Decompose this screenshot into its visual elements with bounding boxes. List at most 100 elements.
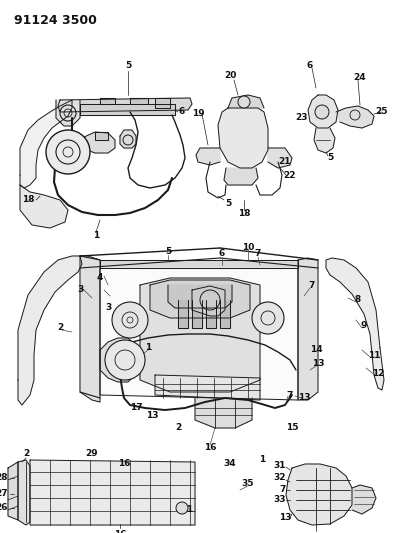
Text: 33: 33 [273,496,286,505]
Text: 34: 34 [224,458,236,467]
Polygon shape [326,258,384,390]
Text: 4: 4 [97,273,103,282]
Circle shape [315,105,329,119]
Polygon shape [150,280,250,318]
Polygon shape [30,460,195,525]
Circle shape [105,340,145,380]
Polygon shape [155,375,260,400]
Text: 1: 1 [186,505,192,514]
Text: 24: 24 [354,72,366,82]
Text: 3: 3 [105,303,111,312]
Text: 1: 1 [93,230,99,239]
Polygon shape [220,300,230,328]
Text: 13: 13 [146,411,158,421]
Text: 3: 3 [77,286,83,295]
Polygon shape [18,256,82,405]
Text: 5: 5 [125,61,131,70]
Text: 1: 1 [145,343,151,352]
Text: 2: 2 [57,324,63,333]
Text: 13: 13 [279,513,292,522]
Text: 10: 10 [242,244,254,253]
Polygon shape [192,286,225,316]
Text: 1: 1 [259,456,265,464]
Text: 7: 7 [255,249,261,259]
Text: 13: 13 [298,393,310,402]
Text: 11: 11 [368,351,380,360]
Circle shape [350,110,360,120]
Text: 7: 7 [309,281,315,290]
Polygon shape [100,338,135,382]
Polygon shape [82,132,115,153]
Polygon shape [206,300,216,328]
Text: 2: 2 [175,424,181,432]
Text: 31: 31 [273,461,286,470]
Text: 13: 13 [312,359,324,368]
Text: 19: 19 [192,109,204,118]
Polygon shape [58,98,192,112]
Polygon shape [95,132,108,140]
Circle shape [46,130,90,174]
Text: 27: 27 [0,489,8,498]
Text: 8: 8 [355,295,361,304]
Polygon shape [8,462,18,520]
Polygon shape [218,108,268,168]
Polygon shape [286,464,352,525]
Text: 21: 21 [278,157,291,166]
Polygon shape [20,100,72,188]
Polygon shape [100,98,115,104]
Text: 5: 5 [225,198,231,207]
Text: 5: 5 [327,154,333,163]
Text: 18: 18 [238,208,250,217]
Polygon shape [195,398,252,428]
Polygon shape [56,100,80,126]
Text: 32: 32 [273,473,286,482]
Text: 22: 22 [284,171,296,180]
Text: 16: 16 [114,530,126,533]
Circle shape [252,302,284,334]
Polygon shape [140,278,260,392]
Polygon shape [80,256,100,402]
Text: 35: 35 [242,480,254,489]
Text: 29: 29 [86,449,98,458]
Polygon shape [228,95,264,108]
Text: 15: 15 [286,424,298,432]
Circle shape [238,96,250,108]
Polygon shape [80,104,175,115]
Text: 2: 2 [23,449,29,458]
Polygon shape [18,460,30,525]
Polygon shape [120,130,136,148]
Polygon shape [224,168,258,185]
Polygon shape [336,106,374,128]
Polygon shape [155,98,170,108]
Text: 7: 7 [287,392,293,400]
Polygon shape [314,128,335,153]
Text: 6: 6 [179,108,185,117]
Text: 14: 14 [310,345,322,354]
Text: 28: 28 [0,473,8,482]
Text: 25: 25 [375,108,388,117]
Text: 16: 16 [204,442,216,451]
Text: 7: 7 [280,486,286,495]
Text: 26: 26 [0,504,8,513]
Text: 16: 16 [118,459,130,469]
Polygon shape [352,485,376,514]
Polygon shape [308,95,338,128]
Polygon shape [130,98,148,104]
Polygon shape [178,300,188,328]
Text: 18: 18 [22,196,35,205]
Polygon shape [196,148,220,165]
Circle shape [112,302,148,338]
Polygon shape [298,258,318,400]
Polygon shape [100,268,298,400]
Circle shape [176,502,188,514]
Polygon shape [168,285,232,308]
Text: 23: 23 [295,114,308,123]
Text: 6: 6 [219,249,225,259]
Text: 12: 12 [372,369,384,378]
Polygon shape [100,260,298,268]
Polygon shape [192,300,202,328]
Text: 17: 17 [130,403,142,413]
Polygon shape [268,148,292,168]
Text: 91124 3500: 91124 3500 [14,14,97,27]
Text: 9: 9 [361,321,367,330]
